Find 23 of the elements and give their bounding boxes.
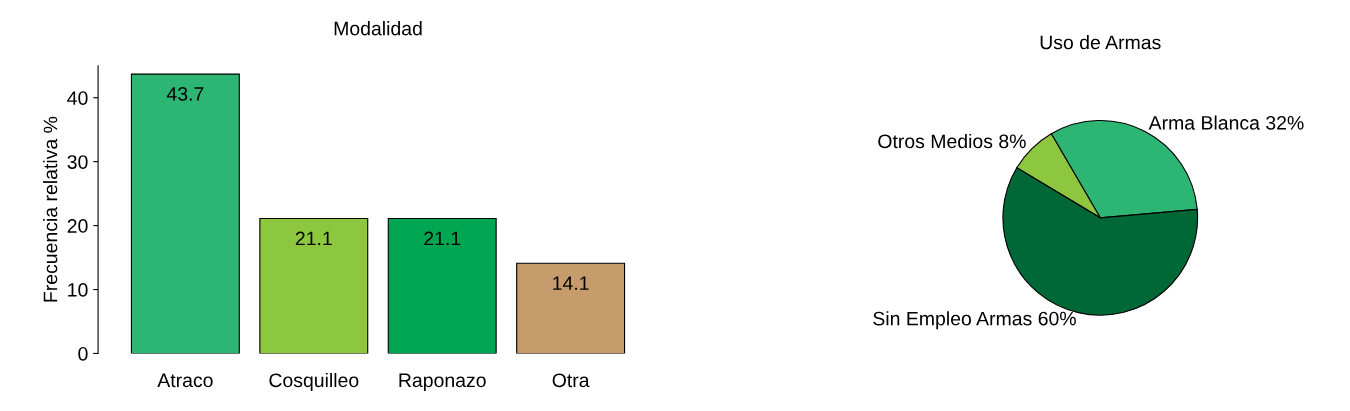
slice-label: Otros Medios 8% bbox=[878, 133, 1026, 149]
bar bbox=[130, 73, 240, 354]
y-tick-label: 40 bbox=[67, 91, 88, 105]
bar bbox=[387, 218, 497, 354]
chart-title: Uso de Armas bbox=[1040, 35, 1161, 50]
data-label: 21.1 bbox=[295, 231, 332, 246]
x-tick-label: Atraco bbox=[157, 373, 213, 388]
data-label: 21.1 bbox=[424, 231, 461, 246]
bar bbox=[516, 262, 626, 354]
y-tick-label: 20 bbox=[67, 219, 88, 233]
x-tick-label: Otra bbox=[552, 373, 590, 388]
chart-title: Modalidad bbox=[334, 21, 422, 36]
data-label: 43.7 bbox=[166, 87, 204, 101]
y-tick-label: 10 bbox=[68, 282, 88, 297]
bar bbox=[259, 218, 369, 354]
slice-label: Arma Blanca 32% bbox=[1148, 115, 1304, 130]
y-tick-label: 30 bbox=[67, 155, 88, 169]
y-tick-label: 0 bbox=[78, 346, 88, 361]
y-axis-title: Frecuencia relativa % bbox=[43, 116, 58, 302]
data-label: 14.1 bbox=[553, 276, 589, 290]
x-tick-label: Cosquilleo bbox=[269, 372, 359, 392]
x-tick-label: Raponazo bbox=[399, 373, 486, 392]
slice-label: Sin Empleo Armas 60% bbox=[873, 311, 1076, 330]
